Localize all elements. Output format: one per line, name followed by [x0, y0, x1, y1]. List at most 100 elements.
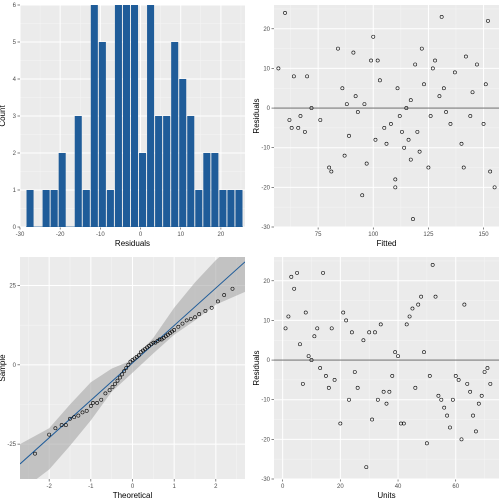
- data-point: [63, 423, 68, 427]
- data-point: [442, 405, 447, 410]
- histogram-bar: [74, 116, 82, 227]
- histogram-bar: [58, 153, 66, 227]
- data-point: [292, 286, 297, 291]
- data-point: [387, 389, 392, 394]
- data-point: [289, 274, 294, 279]
- data-point: [390, 374, 395, 378]
- data-point: [378, 322, 383, 327]
- data-point: [360, 193, 365, 198]
- y-tick-label: 5: [13, 40, 17, 46]
- data-point: [401, 421, 406, 426]
- x-tick-label: 20: [218, 232, 225, 238]
- data-point: [452, 70, 457, 75]
- data-point: [437, 94, 442, 99]
- qq-reference-line: [20, 261, 245, 465]
- data-point: [80, 410, 85, 415]
- data-point: [439, 397, 444, 402]
- data-point: [193, 315, 197, 320]
- data-point: [309, 106, 314, 110]
- data-point: [364, 161, 369, 166]
- data-point: [483, 82, 488, 87]
- data-point: [402, 145, 407, 150]
- data-point: [367, 330, 372, 335]
- data-point: [422, 350, 426, 355]
- data-point: [488, 381, 493, 386]
- data-point: [439, 14, 444, 19]
- data-point: [216, 299, 220, 304]
- data-point: [470, 90, 475, 95]
- data-point: [300, 381, 305, 386]
- data-point: [222, 293, 227, 297]
- data-point: [180, 321, 185, 326]
- data-point: [344, 102, 349, 107]
- data-point: [450, 397, 455, 402]
- x-axis-title: Units: [377, 491, 395, 500]
- data-point: [406, 137, 411, 142]
- data-point: [72, 415, 77, 420]
- data-point: [444, 110, 448, 114]
- data-point: [352, 370, 357, 374]
- histogram-bar: [203, 153, 211, 227]
- histogram-bar: [227, 190, 235, 227]
- data-point: [338, 421, 343, 426]
- data-point: [416, 302, 421, 307]
- x-tick-label: 0: [281, 484, 285, 490]
- data-point: [462, 302, 467, 307]
- data-point: [329, 326, 334, 331]
- x-axis-title: Fitted: [376, 239, 396, 248]
- data-point: [375, 397, 380, 402]
- data-point: [118, 375, 122, 380]
- x-tick-label: 1: [172, 484, 176, 490]
- data-point: [318, 366, 323, 370]
- data-point: [115, 378, 120, 383]
- data-point: [448, 425, 452, 430]
- y-tick-label: -10: [261, 146, 270, 152]
- histogram-bar: [235, 190, 243, 227]
- data-point: [384, 141, 389, 146]
- data-point: [397, 114, 402, 118]
- y-axis-title: Count: [0, 105, 7, 127]
- y-tick-label: -30: [261, 477, 270, 483]
- data-point: [370, 417, 374, 422]
- data-point: [124, 366, 129, 370]
- data-point: [110, 385, 115, 389]
- data-point: [381, 389, 386, 394]
- data-point: [456, 377, 461, 382]
- y-tick-label: 25: [9, 284, 16, 290]
- data-point: [99, 397, 104, 402]
- histogram-bar: [179, 79, 187, 227]
- data-point: [302, 129, 307, 134]
- data-point: [413, 62, 418, 67]
- plot-background: [274, 257, 499, 479]
- data-point: [344, 318, 349, 323]
- plot-background: [274, 5, 499, 227]
- data-point: [120, 372, 124, 377]
- y-tick-label: -25: [7, 442, 16, 448]
- data-point: [361, 338, 366, 343]
- data-point: [327, 165, 332, 170]
- data-point: [332, 377, 337, 382]
- y-tick-label: -30: [261, 225, 270, 231]
- y-tick-label: 4: [13, 77, 17, 83]
- histogram-bar: [130, 5, 139, 227]
- data-point: [283, 11, 287, 15]
- data-point: [404, 322, 409, 327]
- y-axis-title: Residuals: [252, 350, 261, 385]
- x-tick-label: -20: [56, 232, 65, 238]
- data-point: [424, 441, 429, 446]
- x-tick-label: -10: [96, 232, 105, 238]
- data-point: [408, 157, 413, 162]
- data-point: [430, 66, 435, 71]
- data-point: [408, 98, 413, 103]
- data-point: [433, 294, 438, 299]
- panel-4: 0 20 40 60 -30 -20 -10 0 10 20 Units Residuals: [252, 257, 499, 500]
- data-point: [33, 451, 37, 456]
- data-point: [113, 381, 117, 386]
- data-point: [468, 114, 473, 118]
- data-point: [95, 400, 99, 405]
- data-point: [430, 263, 435, 267]
- data-point: [306, 354, 311, 359]
- data-point: [151, 340, 156, 345]
- x-tick-label: 125: [423, 232, 434, 238]
- y-tick-label: 0: [13, 225, 17, 231]
